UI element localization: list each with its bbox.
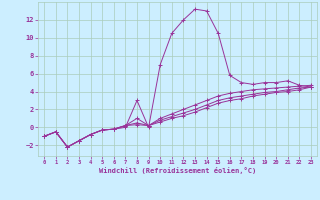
X-axis label: Windchill (Refroidissement éolien,°C): Windchill (Refroidissement éolien,°C) [99,167,256,174]
